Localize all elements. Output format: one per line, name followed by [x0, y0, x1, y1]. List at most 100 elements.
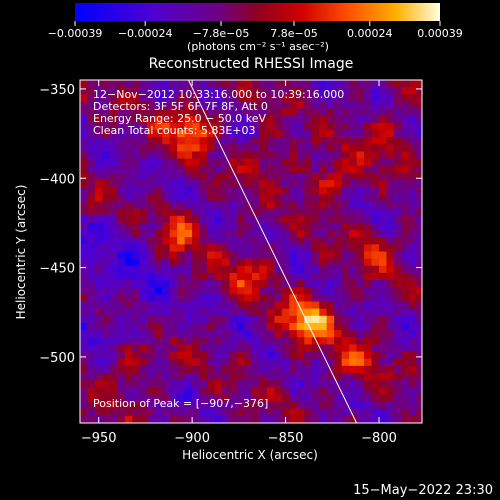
heatmap-cell: [147, 215, 156, 224]
heatmap-cell: [162, 172, 171, 181]
heatmap-cell: [341, 365, 350, 374]
heatmap-cell: [341, 80, 350, 88]
heatmap-cell: [236, 322, 246, 331]
heatmap-cell: [379, 122, 388, 131]
heatmap-cell: [87, 144, 96, 153]
heatmap-cell: [334, 201, 343, 210]
heatmap-cell: [408, 101, 417, 110]
heatmap-cell: [124, 258, 133, 267]
heatmap-cell: [281, 122, 290, 131]
heatmap-cell: [147, 137, 156, 145]
heatmap-cell: [349, 394, 358, 403]
heatmap-cell: [424, 402, 432, 410]
heatmap-cell: [274, 280, 283, 288]
heatmap-cell: [349, 372, 358, 381]
heatmap-cell: [401, 122, 410, 131]
heatmap-cell: [319, 130, 328, 138]
heatmap-cell: [424, 344, 432, 352]
heatmap-cell: [416, 187, 422, 195]
heatmap-cell: [207, 130, 216, 138]
heatmap-cell: [371, 365, 380, 374]
heatmap-cell: [304, 258, 313, 267]
heatmap-cell: [177, 151, 186, 160]
heatmap-cell: [244, 344, 253, 353]
heatmap-cell: [371, 80, 380, 88]
heatmap-cell: [124, 280, 133, 288]
heatmap-cell: [341, 351, 350, 360]
heatmap-cell: [177, 358, 186, 367]
heatmap-cell: [177, 372, 186, 381]
heatmap-cell: [117, 394, 126, 403]
heatmap-cell: [139, 230, 148, 238]
heatmap-cell: [169, 201, 178, 210]
heatmap-cell: [251, 294, 261, 303]
heatmap-cell: [356, 208, 365, 217]
heatmap-cell: [341, 187, 350, 195]
heatmap-cell: [266, 237, 275, 245]
heatmap-cell: [207, 108, 216, 117]
heatmap-cell: [132, 172, 141, 181]
heatmap-cell: [416, 151, 422, 160]
heatmap-cell: [199, 280, 208, 288]
heatmap-cell: [236, 201, 246, 210]
heatmap-cell: [266, 394, 275, 403]
heatmap-cell: [326, 230, 335, 238]
heatmap-cell: [296, 208, 305, 217]
heatmap-cell: [251, 330, 261, 338]
heatmap-cell: [199, 108, 208, 117]
heatmap-cell: [266, 258, 275, 267]
heatmap-cell: [117, 172, 126, 181]
heatmap-cell: [229, 244, 238, 253]
heatmap-cell: [334, 415, 343, 423]
heatmap-cell: [356, 258, 365, 267]
heatmap-cell: [207, 180, 216, 188]
heatmap-cell: [386, 144, 395, 153]
heatmap-cell: [109, 87, 118, 95]
heatmap-cell: [244, 272, 253, 281]
heatmap-cell: [109, 265, 118, 274]
heatmap-cell: [80, 294, 89, 303]
heatmap-cell: [169, 408, 178, 417]
heatmap-cell: [177, 415, 186, 423]
heatmap-cell: [424, 137, 432, 145]
heatmap-cell: [162, 101, 171, 110]
heatmap-cell: [393, 137, 403, 145]
heatmap-cell: [259, 265, 268, 274]
heatmap-cell: [117, 137, 126, 145]
heatmap-cell: [326, 294, 335, 303]
heatmap-cell: [222, 165, 231, 174]
heatmap-cell: [364, 322, 373, 331]
heatmap-cell: [207, 215, 216, 224]
heatmap-cell: [87, 222, 96, 231]
heatmap-cell: [349, 301, 358, 310]
heatmap-cell: [371, 415, 380, 423]
heatmap-cell: [379, 401, 388, 410]
heatmap-cell: [124, 337, 133, 345]
heatmap-cell: [364, 208, 373, 217]
heatmap-cell: [401, 330, 410, 338]
heatmap-cell: [109, 344, 118, 353]
colorbar-tick-label: −7.8e−05: [193, 27, 250, 40]
heatmap-cell: [393, 130, 403, 138]
heatmap-cell: [364, 401, 373, 410]
heatmap-cell: [386, 258, 395, 267]
heatmap-cell: [416, 330, 422, 338]
heatmap-cell: [416, 158, 422, 167]
heatmap-cell: [379, 322, 388, 331]
heatmap-cell: [184, 394, 193, 403]
heatmap-cell: [274, 365, 283, 374]
heatmap-cell: [139, 372, 148, 381]
heatmap-cell: [304, 322, 313, 331]
heatmap-cell: [147, 87, 156, 95]
heatmap-cell: [289, 180, 298, 188]
heatmap-cell: [147, 222, 156, 231]
heatmap-cell: [87, 294, 96, 303]
heatmap-cell: [341, 251, 350, 260]
heatmap-cell: [251, 287, 261, 295]
heatmap-cell: [424, 244, 432, 252]
heatmap-cell: [117, 180, 126, 188]
heatmap-cell: [334, 215, 343, 224]
heatmap-cell: [154, 294, 163, 303]
heatmap-cell: [259, 423, 267, 431]
heatmap-cell: [416, 294, 422, 303]
